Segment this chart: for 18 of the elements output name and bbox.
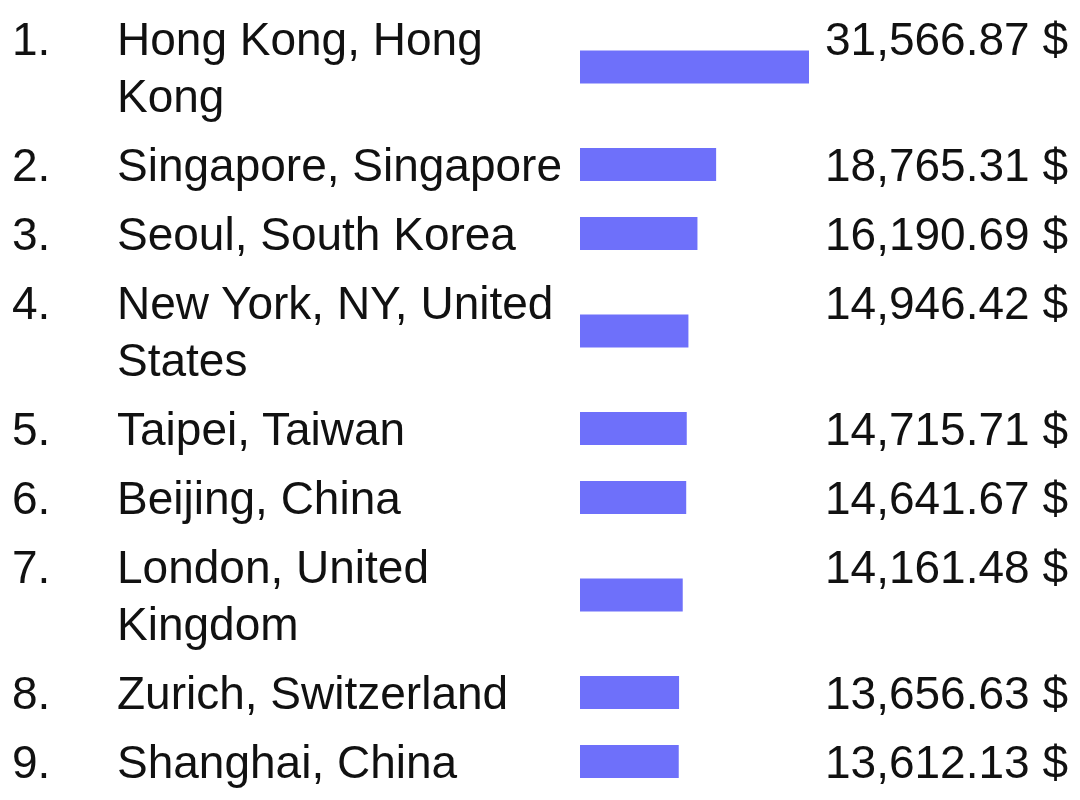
- category-label: 9. Shanghai, China: [12, 735, 458, 788]
- category-label: 2. Singapore, Singapore: [12, 138, 562, 191]
- category-label: 5. Taipei, Taiwan: [12, 402, 406, 455]
- category-label: 4. New York, NY, United States: [12, 276, 554, 386]
- data-label: 14,161.48 $: [824, 540, 1068, 593]
- data-label: 14,641.67 $: [824, 471, 1068, 524]
- data-label: 14,715.71 $: [824, 402, 1068, 455]
- data-label: 31,566.87 $: [824, 12, 1068, 65]
- category-label: 8. Zurich, Switzerland: [12, 666, 509, 719]
- data-label: 13,612.13 $: [824, 735, 1068, 788]
- data-label: 18,765.31 $: [824, 138, 1068, 191]
- data-label: 16,190.69 $: [824, 207, 1068, 260]
- data-label: 13,656.63 $: [824, 666, 1068, 719]
- category-label: 7. London, United Kingdom: [12, 540, 430, 650]
- category-label: 6. Beijing, China: [12, 471, 401, 524]
- data-label: 14,946.42 $: [824, 276, 1068, 329]
- category-label: 3. Seoul, South Korea: [12, 207, 516, 260]
- category-label: 1. Hong Kong, Hong Kong: [12, 12, 483, 122]
